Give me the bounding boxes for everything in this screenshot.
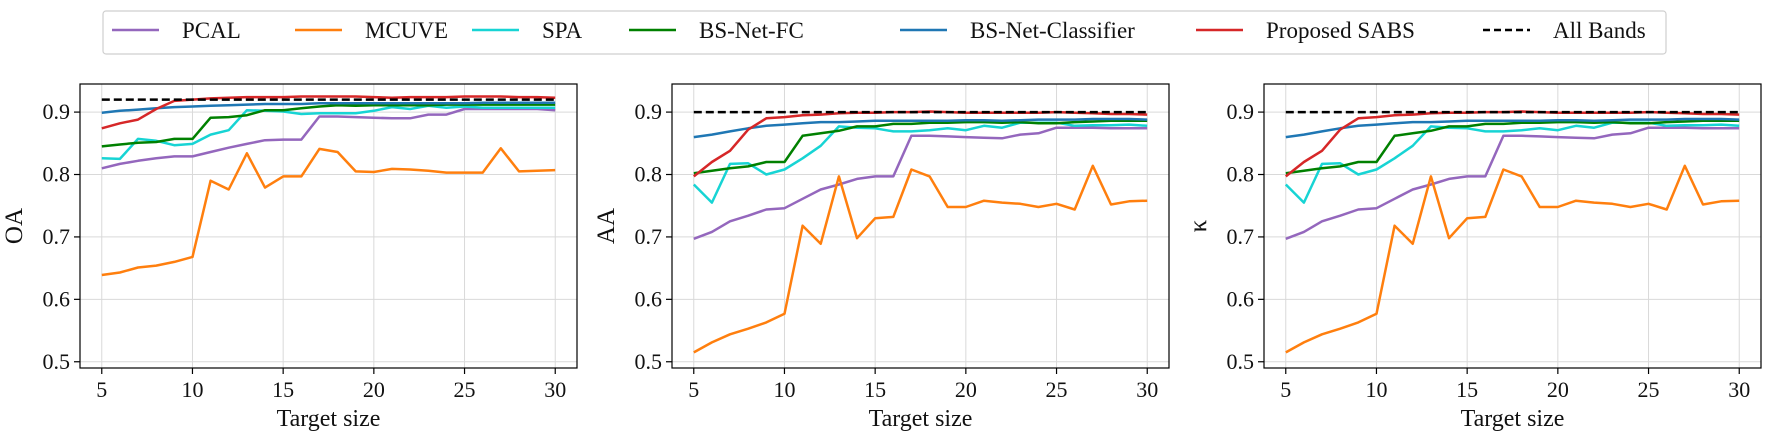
legend-label: PCAL bbox=[182, 18, 241, 43]
legend-item-bs-net-fc: BS-Net-FC bbox=[629, 18, 804, 43]
y-tick-label: 0.9 bbox=[1227, 99, 1255, 124]
x-tick-label: 20 bbox=[363, 377, 385, 402]
chart-panel-2: 5 10 15 20 25 30 0.5 0.6 0.7 0.8 0.9 Target size AA bbox=[593, 83, 1170, 432]
series-line-mcuve bbox=[101, 147, 556, 277]
y-axis-label: AA bbox=[593, 208, 620, 244]
x-tick-label: 5 bbox=[1280, 377, 1291, 402]
legend-item-spa: SPA bbox=[472, 18, 582, 43]
series-line-bs-net-fc bbox=[693, 119, 1148, 175]
legend-label: BS-Net-Classifier bbox=[970, 18, 1135, 43]
y-tick-label: 0.8 bbox=[43, 162, 71, 187]
y-tick-label: 0.6 bbox=[43, 286, 71, 311]
x-tick-label: 30 bbox=[544, 377, 566, 402]
y-tick-label: 0.7 bbox=[43, 224, 71, 249]
series-line-spa bbox=[1284, 121, 1740, 204]
x-axis-label: Target size bbox=[277, 406, 381, 432]
y-tick-label: 0.5 bbox=[43, 349, 71, 374]
axes-frame bbox=[671, 83, 1170, 369]
y-tick-label: 0.5 bbox=[1227, 349, 1255, 374]
series-line-mcuve bbox=[693, 164, 1148, 354]
series-group bbox=[101, 95, 556, 277]
series-group bbox=[1284, 110, 1740, 354]
y-axis-label: OA bbox=[1, 208, 28, 244]
legend: PCAL MCUVE SPA BS-Net-FC BS-Net-Classifier Pr… bbox=[102, 10, 1667, 55]
chart-panel-3: 5 10 15 20 25 30 0.5 0.6 0.7 0.8 0.9 Target size κ bbox=[1185, 83, 1762, 432]
y-tick-label: 0.7 bbox=[635, 224, 663, 249]
legend-item-all-bands: All Bands bbox=[1483, 18, 1646, 43]
series-line-bs-net-classifier bbox=[693, 117, 1148, 139]
x-tick-label: 15 bbox=[864, 377, 886, 402]
x-tick-label: 5 bbox=[688, 377, 699, 402]
x-tick-label: 10 bbox=[181, 377, 203, 402]
legend-item-proposed-sabs: Proposed SABS bbox=[1196, 18, 1415, 43]
x-tick-label: 25 bbox=[1638, 377, 1660, 402]
legend-label: SPA bbox=[542, 18, 582, 43]
series-line-bs-net-classifier bbox=[1285, 117, 1740, 139]
series-group bbox=[692, 110, 1148, 354]
y-tick-label: 0.8 bbox=[1227, 162, 1255, 187]
y-tick-label: 0.8 bbox=[635, 162, 663, 187]
x-tick-label: 15 bbox=[272, 377, 294, 402]
series-line-bs-net-fc bbox=[101, 103, 556, 148]
x-tick-label: 20 bbox=[1547, 377, 1569, 402]
legend-label: All Bands bbox=[1553, 18, 1646, 43]
x-tick-label: 10 bbox=[773, 377, 795, 402]
series-line-spa bbox=[692, 121, 1148, 204]
series-line-pcal bbox=[693, 126, 1148, 240]
axes-frame bbox=[1263, 83, 1762, 369]
series-line-bs-net-classifier bbox=[101, 101, 556, 114]
chart-panel-1: 5 10 15 20 25 30 0.5 0.6 0.7 0.8 0.9 Target size OA bbox=[1, 83, 578, 432]
legend-item-bs-net-classifier: BS-Net-Classifier bbox=[900, 18, 1135, 43]
x-tick-label: 20 bbox=[955, 377, 977, 402]
x-tick-label: 25 bbox=[454, 377, 476, 402]
y-axis-label: κ bbox=[1185, 219, 1212, 232]
legend-item-mcuve: MCUVE bbox=[295, 18, 448, 43]
x-tick-label: 30 bbox=[1136, 377, 1158, 402]
series-line-spa bbox=[101, 104, 556, 161]
y-tick-label: 0.6 bbox=[635, 286, 663, 311]
y-tick-label: 0.9 bbox=[43, 99, 71, 124]
series-line-mcuve bbox=[1285, 164, 1740, 354]
y-tick-label: 0.7 bbox=[1227, 224, 1255, 249]
x-axis-label: Target size bbox=[1461, 406, 1565, 432]
y-tick-label: 0.5 bbox=[635, 349, 663, 374]
x-axis-label: Target size bbox=[869, 406, 973, 432]
legend-label: BS-Net-FC bbox=[699, 18, 804, 43]
x-tick-label: 15 bbox=[1456, 377, 1478, 402]
x-tick-label: 30 bbox=[1728, 377, 1750, 402]
axes-frame bbox=[79, 83, 578, 369]
y-tick-label: 0.9 bbox=[635, 99, 663, 124]
x-tick-label: 25 bbox=[1046, 377, 1068, 402]
x-tick-label: 10 bbox=[1365, 377, 1387, 402]
series-line-pcal bbox=[101, 107, 556, 170]
series-line-bs-net-fc bbox=[1285, 119, 1740, 175]
legend-frame bbox=[102, 10, 1667, 55]
legend-label: Proposed SABS bbox=[1266, 18, 1415, 43]
legend-label: MCUVE bbox=[365, 18, 448, 43]
legend-item-pcal: PCAL bbox=[112, 18, 241, 43]
y-tick-label: 0.6 bbox=[1227, 286, 1255, 311]
x-tick-label: 5 bbox=[96, 377, 107, 402]
series-line-pcal bbox=[1285, 126, 1740, 240]
